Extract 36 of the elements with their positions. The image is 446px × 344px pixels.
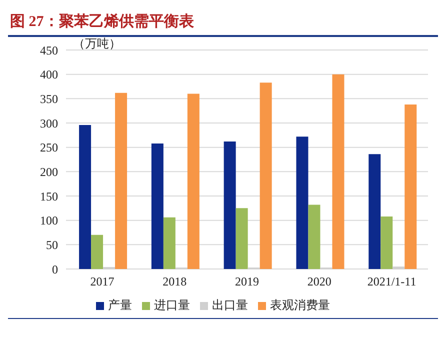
bar — [296, 136, 308, 269]
y-tick-label: 200 — [40, 164, 58, 179]
legend-label: 产量 — [108, 298, 132, 312]
y-axis-title: （万吨） — [73, 36, 121, 51]
bar — [151, 143, 164, 269]
y-tick-label: 100 — [40, 214, 58, 228]
bar — [187, 94, 200, 269]
legend-label: 表观消费量 — [270, 298, 330, 312]
bar — [163, 217, 176, 269]
bar — [115, 92, 128, 269]
x-tick-label: 2018 — [162, 274, 187, 289]
x-tick-label: 2021/1-11 — [367, 274, 416, 289]
bar — [236, 208, 248, 269]
bar — [91, 234, 104, 269]
bar — [79, 124, 92, 269]
y-tick-label: 50 — [46, 238, 58, 252]
y-tick-label: 450 — [40, 43, 58, 58]
bar — [260, 82, 272, 269]
chart-title: 图 27：聚苯乙烯供需平衡表 — [9, 12, 195, 32]
y-tick-label: 400 — [40, 68, 58, 82]
bar — [308, 204, 320, 269]
y-tick-label: 300 — [40, 116, 58, 130]
bar — [380, 216, 393, 269]
x-tick-label: 2020 — [307, 274, 332, 289]
bar — [368, 154, 381, 269]
y-tick-label: 0 — [52, 262, 58, 276]
y-tick-label: 250 — [40, 140, 58, 155]
bar — [404, 104, 417, 269]
x-tick-label: 2019 — [235, 274, 259, 289]
legend-label: 出口量 — [212, 298, 248, 312]
legend-label: 进口量 — [154, 298, 190, 312]
bar — [332, 74, 344, 269]
y-tick-label: 150 — [40, 189, 58, 204]
bar — [224, 141, 236, 269]
x-tick-label: 2017 — [90, 274, 114, 289]
y-tick-label: 350 — [40, 92, 58, 106]
